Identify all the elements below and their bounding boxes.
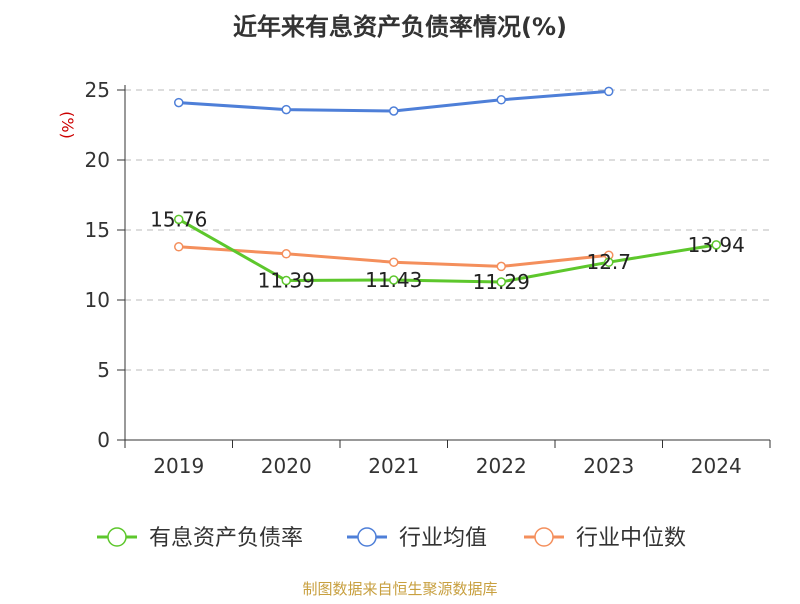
data-label: 11.29 bbox=[473, 270, 530, 294]
legend-marker bbox=[357, 527, 377, 547]
legend-marker bbox=[534, 527, 554, 547]
legend-item[interactable]: 有息资产负债率 bbox=[97, 526, 303, 551]
series-layer bbox=[174, 86, 721, 287]
x-tick-label: 2020 bbox=[261, 454, 312, 478]
legend-label: 行业中位数 bbox=[576, 526, 686, 551]
data-point[interactable] bbox=[281, 275, 291, 286]
data-point[interactable] bbox=[174, 97, 184, 108]
x-tick-label: 2023 bbox=[583, 454, 634, 478]
data-label: 15.76 bbox=[150, 207, 207, 231]
legend-item[interactable]: 行业均值 bbox=[347, 526, 487, 551]
x-tick-label: 2019 bbox=[153, 454, 204, 478]
legend-item[interactable]: 行业中位数 bbox=[524, 526, 686, 551]
axis-layer: 0 5 10 15 20 25 2019 2020 2021 2022 2023 2024 bbox=[85, 78, 771, 478]
y-axis-label: (%) bbox=[58, 111, 77, 139]
source-note: 制图数据来自恒生聚源数据库 bbox=[302, 580, 497, 598]
chart-title: 近年来有息资产负债率情况(%) bbox=[233, 13, 567, 41]
data-point[interactable] bbox=[174, 242, 184, 252]
data-point[interactable] bbox=[389, 257, 399, 267]
data-point[interactable] bbox=[281, 104, 291, 115]
y-tick-label: 0 bbox=[97, 428, 110, 452]
data-point[interactable] bbox=[496, 277, 506, 287]
x-tick-label: 2024 bbox=[691, 454, 742, 478]
data-point[interactable] bbox=[281, 249, 291, 259]
data-label: 11.43 bbox=[365, 268, 422, 292]
x-tick-label: 2022 bbox=[476, 454, 527, 478]
y-tick-label: 15 bbox=[85, 218, 110, 242]
data-point[interactable] bbox=[389, 106, 399, 116]
data-point[interactable] bbox=[604, 86, 614, 97]
data-point[interactable] bbox=[604, 257, 614, 267]
y-tick-label: 10 bbox=[85, 288, 110, 312]
y-tick-label: 20 bbox=[85, 148, 110, 172]
legend: 有息资产负债率 行业均值 行业中位数 bbox=[97, 526, 686, 551]
grid-layer bbox=[125, 89, 770, 371]
data-point[interactable] bbox=[389, 275, 399, 285]
series-line bbox=[178, 218, 717, 284]
data-label: 11.39 bbox=[258, 269, 315, 293]
y-tick-label: 25 bbox=[85, 78, 110, 102]
legend-marker bbox=[107, 527, 127, 547]
data-label: 13.94 bbox=[688, 233, 745, 257]
data-point[interactable] bbox=[496, 95, 506, 105]
data-label-layer: 15.76 11.39 11.43 11.29 12.7 13.94 bbox=[150, 207, 745, 294]
x-tick-label: 2021 bbox=[368, 454, 419, 478]
data-point[interactable] bbox=[711, 240, 721, 250]
data-point[interactable] bbox=[174, 214, 184, 225]
legend-label: 行业均值 bbox=[399, 526, 487, 551]
data-label: 12.7 bbox=[586, 250, 631, 274]
data-point[interactable] bbox=[496, 261, 506, 272]
legend-label: 有息资产负债率 bbox=[149, 526, 303, 551]
y-tick-label: 5 bbox=[97, 358, 110, 382]
